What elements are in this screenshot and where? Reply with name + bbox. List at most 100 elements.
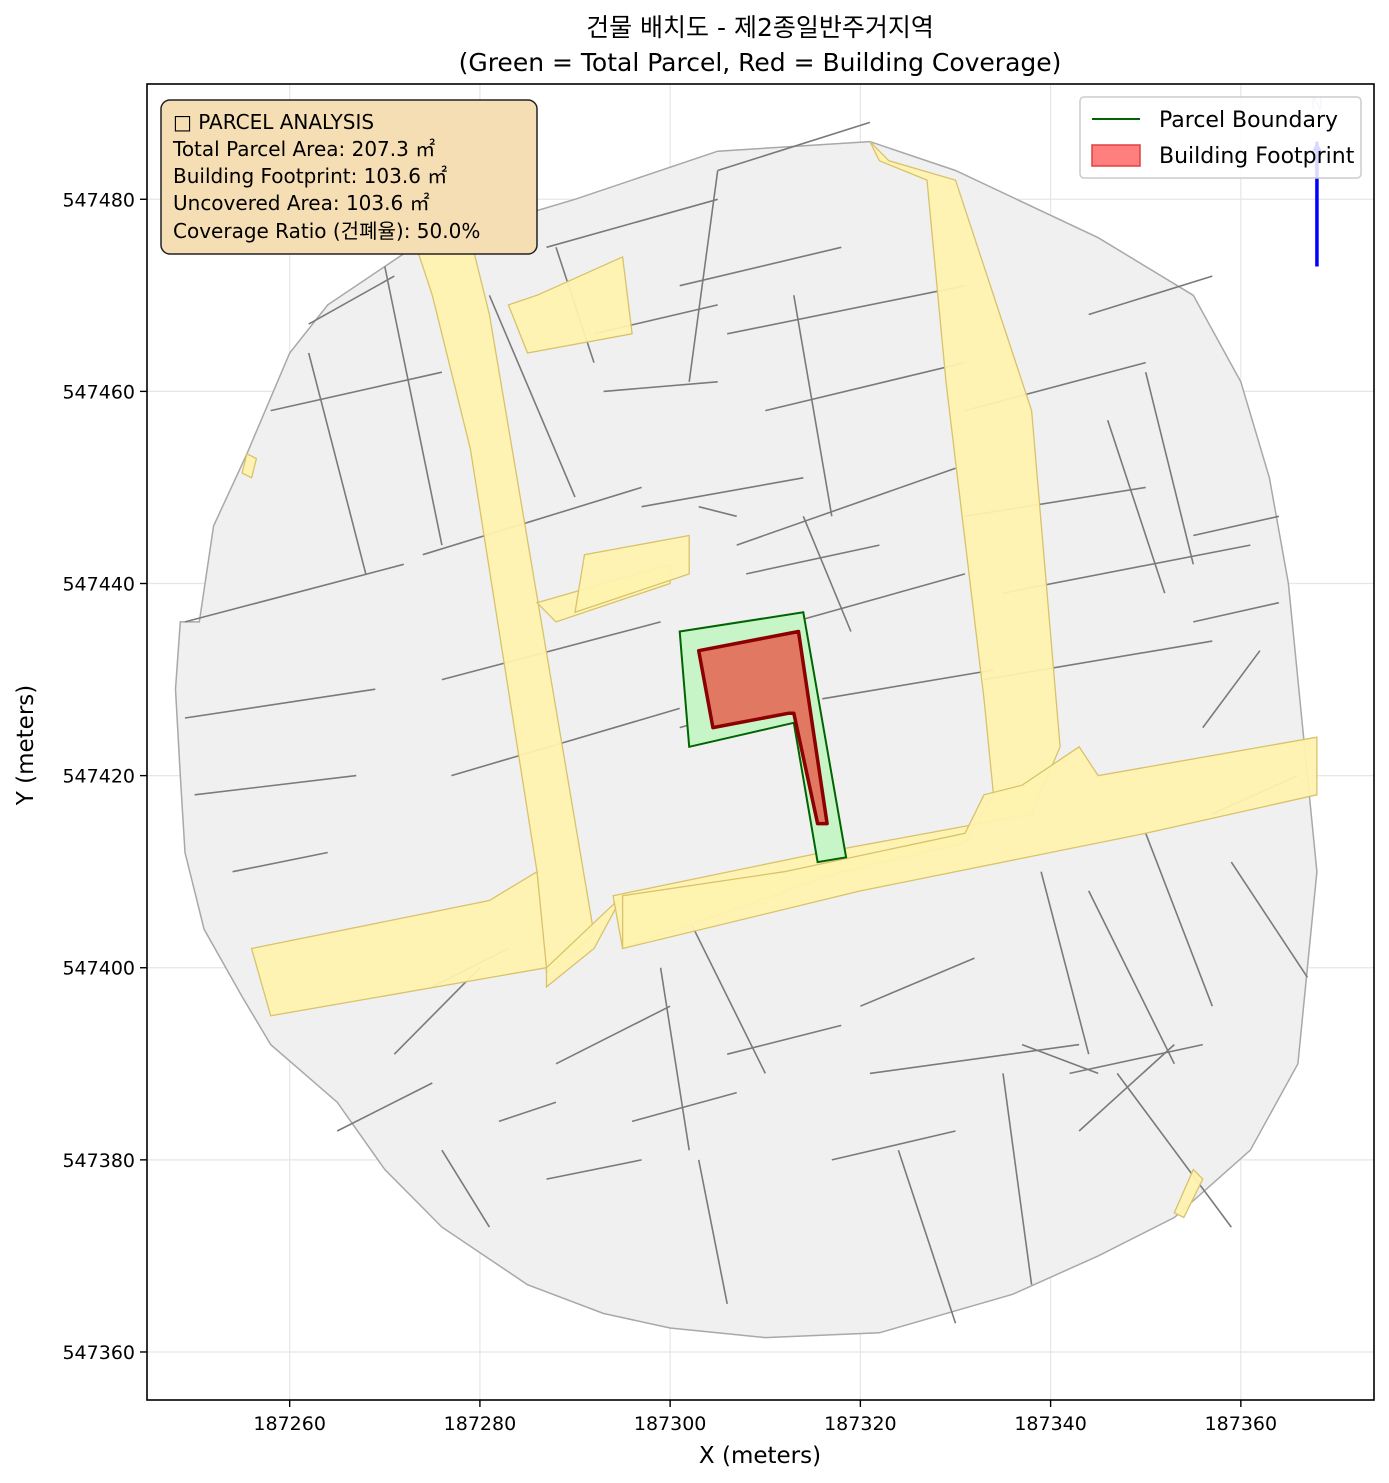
y-tick-label: 547440 bbox=[62, 574, 135, 596]
lot-boundary-line bbox=[1021, 1043, 1099, 1075]
lot-boundary-line bbox=[793, 573, 966, 623]
lot-boundary-line bbox=[1040, 871, 1090, 1055]
lot-boundary-line bbox=[1078, 1044, 1175, 1132]
x-axis-ticks: 187260 187280 187300 187320 187340 187360 bbox=[253, 1400, 1277, 1435]
lot-boundary-line bbox=[546, 1159, 642, 1180]
road-polygon bbox=[507, 255, 633, 354]
lot-boundary-line bbox=[232, 851, 328, 873]
lot-boundary-line bbox=[422, 486, 642, 556]
lot-boundary-line bbox=[384, 266, 443, 546]
x-tick-label: 187360 bbox=[1205, 1413, 1278, 1435]
lot-boundary-line bbox=[717, 121, 871, 172]
lot-boundary-line bbox=[746, 544, 880, 575]
y-tick-label: 547460 bbox=[62, 381, 135, 403]
lot-boundary-line bbox=[659, 967, 690, 1151]
y-axis-label: Y (meters) bbox=[13, 685, 39, 806]
road-polygon bbox=[241, 452, 258, 479]
lot-boundary-line bbox=[546, 198, 718, 249]
legend-building-swatch bbox=[1091, 144, 1141, 167]
lot-boundary-line bbox=[1144, 833, 1214, 1007]
lot-boundary-line bbox=[184, 563, 405, 623]
road-polygon bbox=[621, 736, 1318, 950]
legend-box bbox=[1079, 96, 1362, 179]
lot-boundary-line bbox=[336, 1082, 433, 1132]
lot-boundary-line bbox=[631, 1091, 737, 1123]
legend-building-label: Building Footprint bbox=[1159, 144, 1355, 169]
lot-boundary-line bbox=[1193, 601, 1280, 623]
y-axis-ticks: 547360 547380 547400 547420 547440 547460 5474… bbox=[62, 189, 147, 1364]
lot-boundary-line bbox=[555, 1005, 671, 1065]
lot-boundary-line bbox=[736, 467, 956, 546]
lot-boundary-line bbox=[441, 1149, 491, 1228]
parcel-analysis-box: □ PARCEL ANALYSIS Total Parcel Area: 207… bbox=[160, 99, 538, 255]
info-line-uncovered: Uncovered Area: 103.6 ㎡ bbox=[173, 191, 430, 215]
lot-boundary-line bbox=[688, 919, 767, 1074]
lot-boundary-line bbox=[698, 505, 737, 518]
building-polygon bbox=[696, 629, 829, 826]
lot-boundary-line bbox=[869, 1043, 1080, 1075]
info-line-footprint: Building Footprint: 103.6 ㎡ bbox=[173, 164, 447, 188]
lot-boundary-line bbox=[727, 284, 966, 335]
y-tick-label: 547420 bbox=[62, 766, 135, 788]
lot-boundary-line bbox=[897, 1149, 957, 1324]
x-tick-label: 187300 bbox=[634, 1413, 707, 1435]
lot-boundary-line bbox=[860, 957, 975, 1007]
lot-boundary-line bbox=[194, 774, 357, 796]
x-axis-label: X (meters) bbox=[699, 1443, 821, 1469]
lot-boundary-line bbox=[1193, 515, 1280, 537]
building-layer bbox=[696, 629, 829, 826]
y-tick-label: 547400 bbox=[62, 958, 135, 980]
lot-boundary-line bbox=[308, 275, 395, 325]
info-line-coverage: Coverage Ratio (건폐율): 50.0% bbox=[173, 219, 480, 243]
lot-boundary-line bbox=[765, 361, 966, 412]
lot-boundary-line bbox=[802, 515, 852, 632]
axes-border bbox=[146, 83, 1375, 1401]
lot-boundary-line bbox=[727, 1024, 842, 1055]
info-line-total-area: Total Parcel Area: 207.3 ㎡ bbox=[172, 137, 435, 161]
y-tick-label: 547360 bbox=[62, 1342, 135, 1364]
lot-boundary-line bbox=[498, 1101, 557, 1123]
legend: Parcel Boundary Building Footprint bbox=[1079, 96, 1362, 179]
info-box-background bbox=[160, 99, 538, 255]
info-line-title: □ PARCEL ANALYSIS bbox=[173, 110, 374, 134]
lot-boundary-line bbox=[270, 371, 443, 412]
legend-parcel-label: Parcel Boundary bbox=[1159, 108, 1338, 133]
roads-layer bbox=[241, 141, 1318, 1219]
x-tick-label: 187340 bbox=[1014, 1413, 1087, 1435]
lot-boundary-line bbox=[307, 352, 367, 575]
lot-boundary-line bbox=[688, 170, 719, 382]
lot-boundary-line bbox=[1087, 890, 1176, 1065]
lot-lines bbox=[184, 121, 1309, 1324]
lot-boundary-line bbox=[451, 707, 680, 777]
lot-boundary-line bbox=[488, 294, 576, 498]
lot-boundary-line bbox=[603, 381, 718, 393]
road-polygon bbox=[1173, 1168, 1204, 1219]
lot-boundary-line bbox=[831, 1130, 956, 1161]
lot-boundary-line bbox=[1002, 1073, 1033, 1285]
lot-boundary-line bbox=[1230, 861, 1309, 978]
road-polygon bbox=[574, 534, 690, 614]
y-tick-label: 547380 bbox=[62, 1150, 135, 1172]
lot-boundary-line bbox=[697, 1159, 728, 1305]
chart-title: 건물 배치도 - 제2종일반주거지역 bbox=[586, 13, 934, 42]
lot-boundary-line bbox=[184, 688, 376, 719]
lot-boundary-line bbox=[1144, 372, 1195, 565]
x-tick-label: 187260 bbox=[253, 1413, 326, 1435]
axes-frame bbox=[146, 83, 1375, 1401]
chart-subtitle: (Green = Total Parcel, Red = Building Co… bbox=[459, 48, 1062, 77]
road-polygon bbox=[545, 895, 624, 989]
road-polygon bbox=[250, 870, 548, 1017]
lot-boundary-line bbox=[641, 477, 804, 508]
lot-boundary-line bbox=[822, 669, 994, 700]
x-tick-label: 187280 bbox=[444, 1413, 517, 1435]
x-tick-label: 187320 bbox=[824, 1413, 897, 1435]
lot-boundary-line bbox=[793, 295, 833, 517]
lot-boundary-line bbox=[1088, 275, 1213, 316]
lot-boundary-line bbox=[679, 246, 842, 287]
lot-boundary-line bbox=[1116, 1072, 1232, 1228]
lot-boundary-line bbox=[441, 621, 661, 681]
lot-boundary-line bbox=[1069, 1043, 1203, 1075]
y-tick-label: 547480 bbox=[62, 189, 135, 211]
lot-boundary-line bbox=[1202, 650, 1261, 729]
